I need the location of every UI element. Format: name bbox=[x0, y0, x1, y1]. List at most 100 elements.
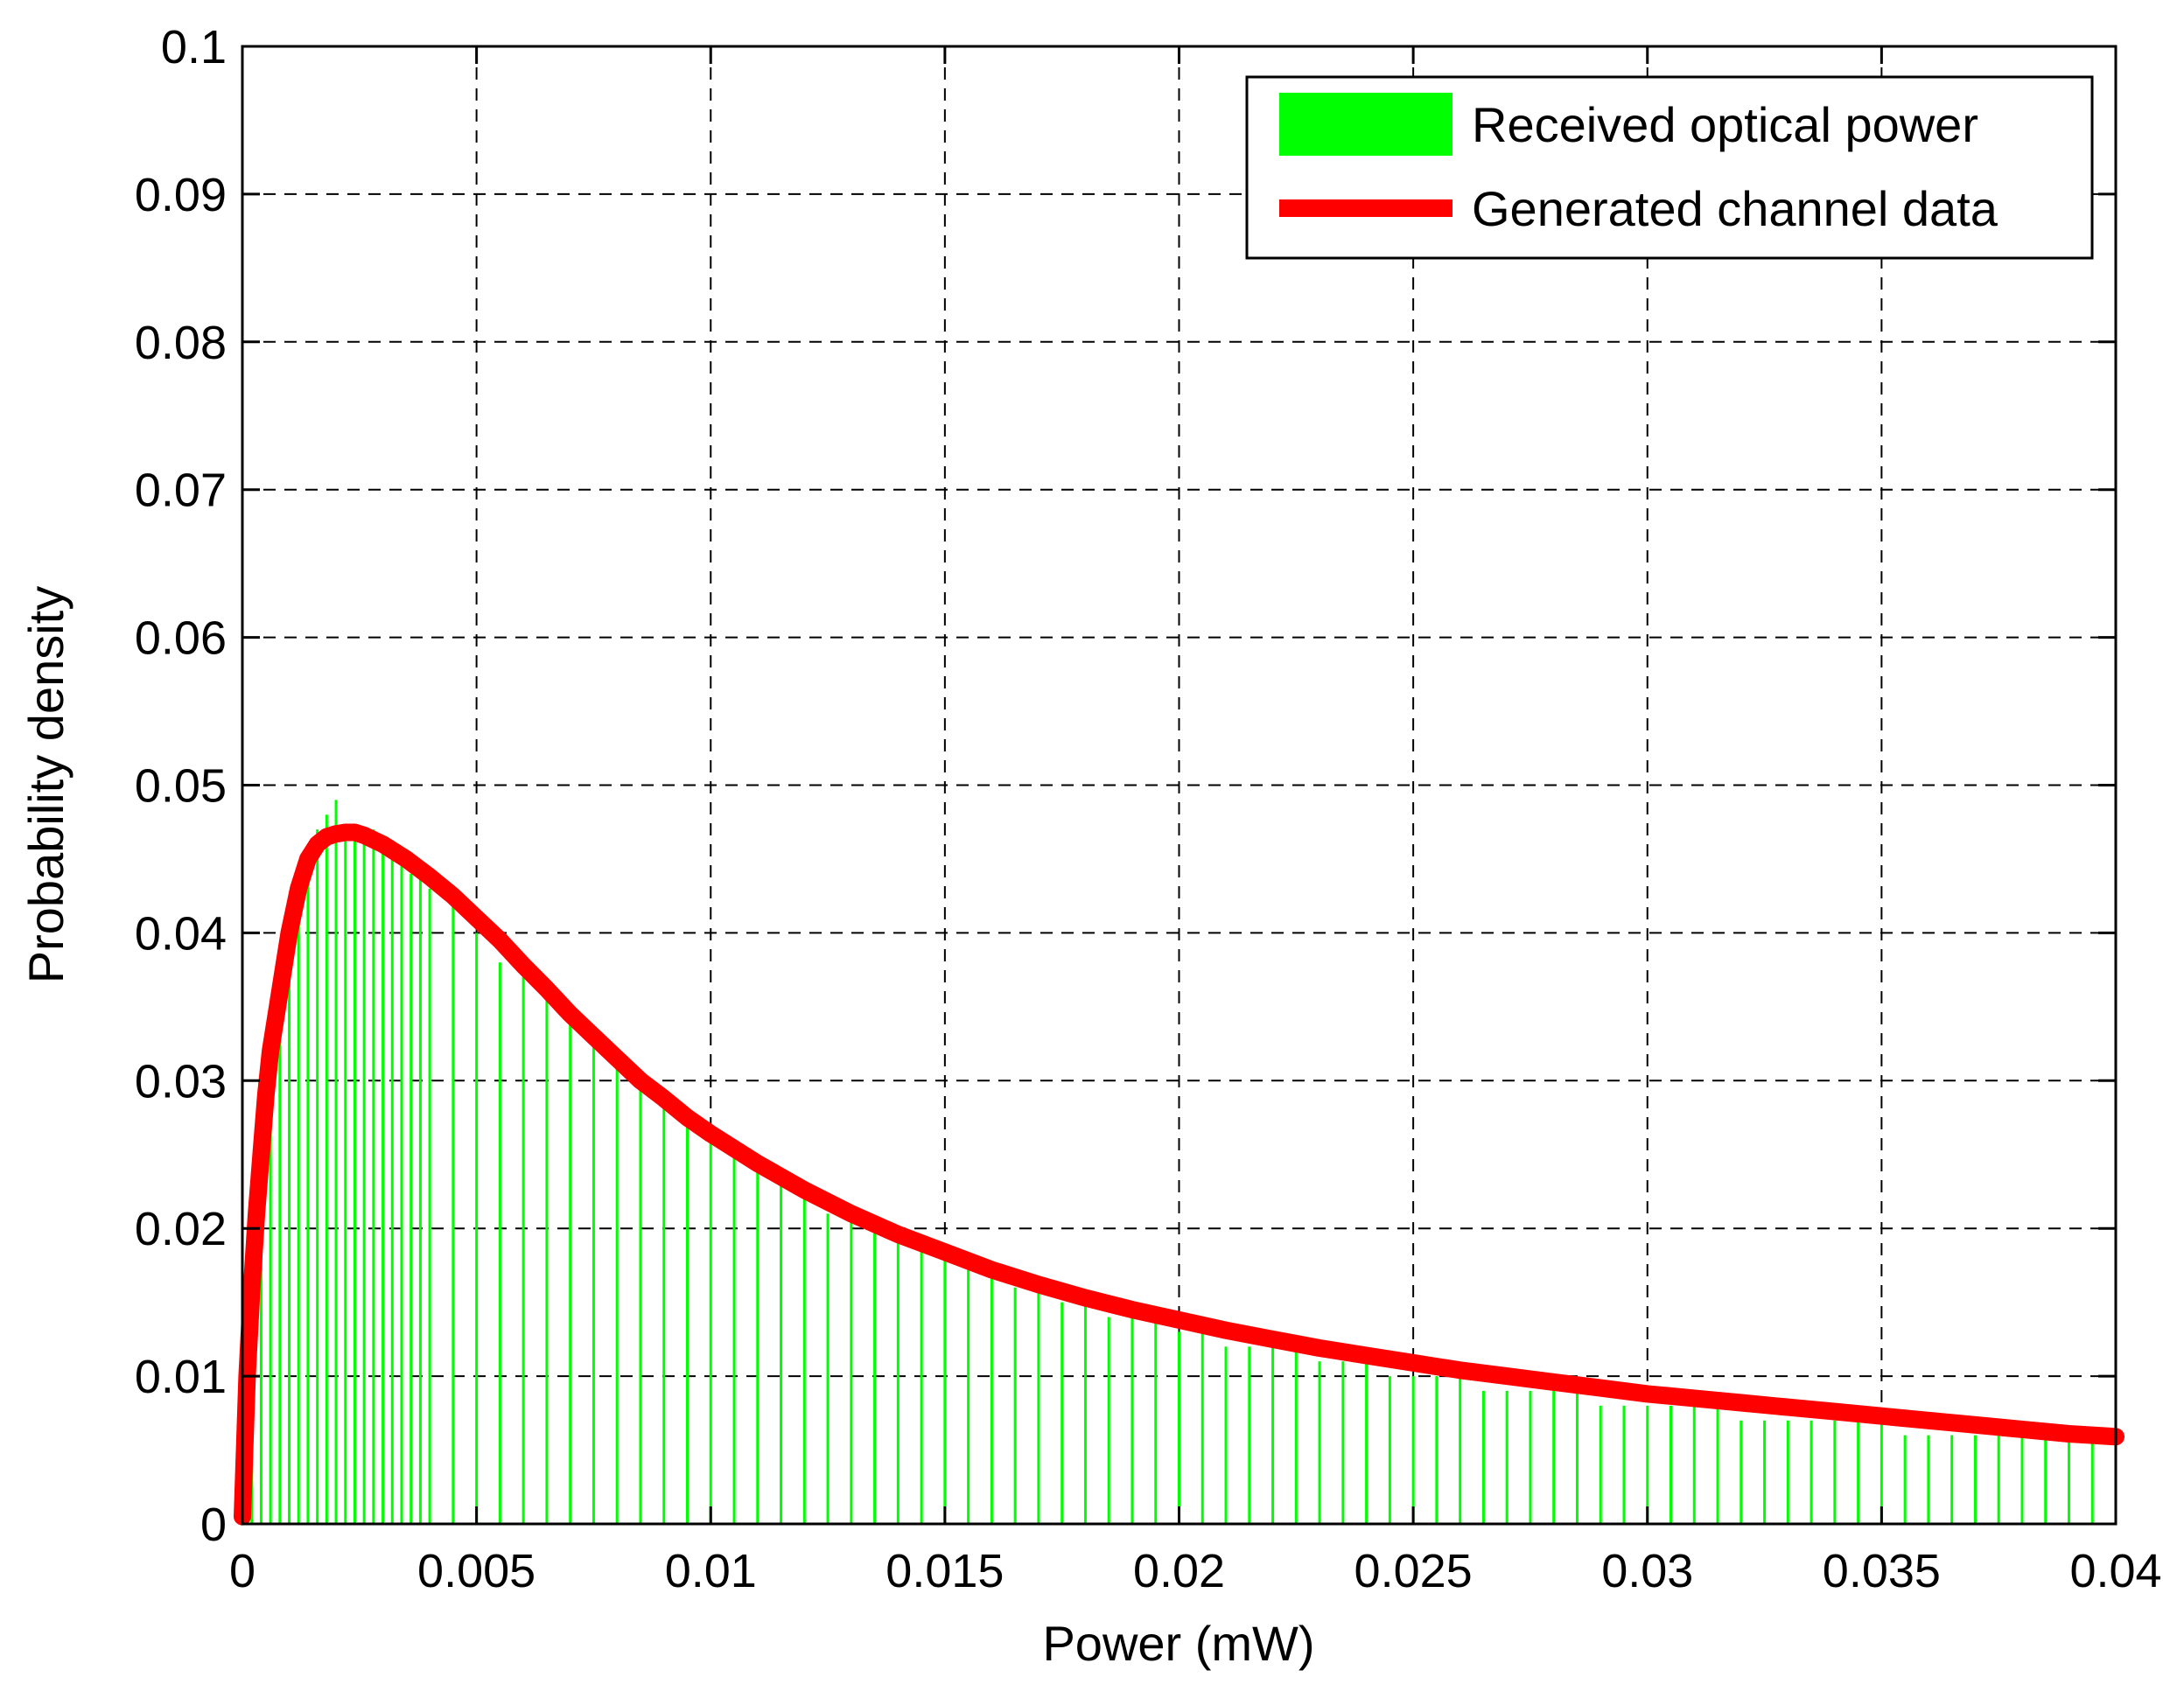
histogram-bar bbox=[1365, 1361, 1368, 1524]
y-tick-label: 0.04 bbox=[135, 907, 227, 960]
histogram-bar bbox=[1224, 1346, 1228, 1524]
histogram-bar bbox=[1950, 1435, 1954, 1524]
density-curve bbox=[234, 823, 2124, 1526]
histogram-bar bbox=[1154, 1317, 1158, 1524]
histogram-bar bbox=[1459, 1376, 1462, 1524]
histogram-bar bbox=[1178, 1331, 1180, 1524]
histogram-bar bbox=[1318, 1361, 1321, 1524]
y-tick-label: 0.06 bbox=[135, 612, 227, 665]
histogram-bar bbox=[1248, 1346, 1251, 1524]
y-tick-label: 0 bbox=[200, 1499, 227, 1551]
histogram-bar bbox=[1810, 1420, 1813, 1524]
histogram-bar bbox=[826, 1213, 830, 1524]
histogram-bar bbox=[498, 962, 501, 1524]
histogram-bar bbox=[1716, 1405, 1719, 1524]
histogram-bar bbox=[362, 844, 366, 1524]
histogram-bar bbox=[1481, 1390, 1485, 1524]
histogram-bar bbox=[353, 829, 356, 1524]
y-tick-label: 0.09 bbox=[135, 169, 227, 221]
histogram-bar bbox=[1294, 1346, 1298, 1524]
histogram-bar bbox=[334, 800, 338, 1524]
histogram-bar bbox=[1388, 1376, 1391, 1524]
histogram-bar bbox=[306, 858, 310, 1524]
y-tick-label: 0.05 bbox=[135, 760, 227, 813]
histogram-bar bbox=[920, 1243, 923, 1524]
histogram-bar bbox=[452, 903, 455, 1524]
histogram-bar bbox=[990, 1272, 993, 1524]
y-tick-label: 0.02 bbox=[135, 1203, 227, 1255]
legend-label-generated: Generated channel data bbox=[1472, 181, 1998, 236]
y-tick-label: 0.01 bbox=[135, 1351, 227, 1403]
histogram-bar bbox=[1740, 1420, 1743, 1524]
histogram-bar bbox=[1130, 1317, 1134, 1524]
histogram-bar bbox=[522, 977, 525, 1524]
histogram-bar bbox=[569, 1021, 572, 1524]
histogram-bar bbox=[1833, 1420, 1837, 1524]
histogram-bar bbox=[592, 1036, 595, 1524]
histogram-bar bbox=[1037, 1287, 1040, 1524]
y-axis-title: Probability density bbox=[18, 586, 74, 983]
histogram-bar bbox=[1200, 1331, 1204, 1524]
x-tick-label: 0.015 bbox=[886, 1545, 1004, 1597]
histogram-bar bbox=[756, 1169, 760, 1524]
histogram-bar bbox=[1013, 1287, 1017, 1524]
histogram-bar bbox=[475, 933, 479, 1524]
y-tick-label: 0.07 bbox=[135, 465, 227, 517]
histogram-bar bbox=[662, 1095, 666, 1524]
histogram-bar bbox=[288, 933, 291, 1524]
histogram-bar bbox=[1622, 1405, 1626, 1524]
histogram-bar bbox=[709, 1139, 712, 1524]
axis-ticks bbox=[241, 45, 2118, 1526]
histogram-bar bbox=[1786, 1420, 1789, 1524]
histogram-bar bbox=[1599, 1405, 1602, 1524]
histogram-bar bbox=[1670, 1405, 1673, 1524]
x-tick-label: 0.02 bbox=[1133, 1545, 1225, 1597]
histogram-bar bbox=[967, 1257, 970, 1524]
x-tick-label: 0.025 bbox=[1354, 1545, 1473, 1597]
histogram-bar bbox=[1271, 1346, 1275, 1524]
histogram-bar bbox=[1857, 1420, 1860, 1524]
x-tick-label: 0 bbox=[229, 1545, 256, 1597]
legend: Received optical power Generated channel… bbox=[1245, 75, 2094, 260]
histogram-bar bbox=[390, 858, 394, 1524]
histogram-bar bbox=[1646, 1405, 1649, 1524]
x-tick-label: 0.04 bbox=[2069, 1545, 2161, 1597]
histogram-bar bbox=[1435, 1376, 1438, 1524]
y-tick-label: 0.03 bbox=[135, 1055, 227, 1108]
y-tick-labels: 0 0.01 0.02 0.03 0.04 0.05 0.06 0.07 0.08 0.09 0.1 bbox=[135, 21, 227, 1551]
histogram-bar bbox=[325, 814, 328, 1524]
histogram-bar bbox=[372, 829, 375, 1524]
histogram-bars bbox=[241, 800, 2118, 1524]
x-tick-label: 0.035 bbox=[1823, 1545, 1941, 1597]
histogram-bar bbox=[316, 829, 319, 1524]
histogram-bar bbox=[639, 1080, 642, 1524]
histogram-bar bbox=[1575, 1390, 1578, 1524]
histogram-bar bbox=[896, 1243, 900, 1524]
histogram-bar bbox=[943, 1257, 947, 1524]
x-tick-label: 0.03 bbox=[1601, 1545, 1693, 1597]
histogram-bar bbox=[1880, 1420, 1883, 1524]
histogram-bar bbox=[278, 991, 282, 1524]
histogram-bar bbox=[1083, 1302, 1087, 1524]
histogram-bar bbox=[685, 1110, 689, 1524]
histogram-bar bbox=[1552, 1390, 1556, 1524]
histogram-bar bbox=[1763, 1420, 1767, 1524]
histogram-bar bbox=[1341, 1361, 1345, 1524]
legend-label-received: Received optical power bbox=[1472, 97, 1978, 152]
histogram-bar bbox=[1060, 1302, 1064, 1524]
generated-channel-curve bbox=[234, 823, 2124, 1526]
histogram-bar bbox=[400, 858, 403, 1524]
histogram-bar bbox=[802, 1198, 806, 1524]
x-tick-label: 0.01 bbox=[665, 1545, 757, 1597]
x-axis-title: Power (mW) bbox=[1042, 1616, 1314, 1671]
histogram-bar bbox=[344, 829, 347, 1524]
histogram-bar bbox=[418, 873, 422, 1524]
histogram-bar bbox=[780, 1184, 783, 1524]
histogram-bar bbox=[2020, 1435, 2024, 1524]
histogram-bar bbox=[297, 888, 300, 1524]
histogram-bar bbox=[2090, 1435, 2094, 1524]
x-tick-label: 0.005 bbox=[417, 1545, 536, 1597]
histogram-bar bbox=[269, 1066, 272, 1524]
